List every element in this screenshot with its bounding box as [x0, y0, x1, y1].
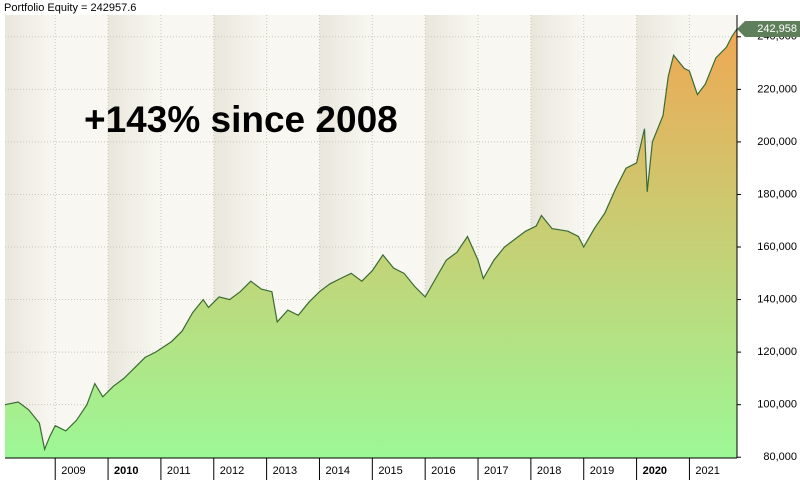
- y-tick-label: 80,000: [763, 451, 797, 463]
- equity-area: [5, 29, 737, 458]
- x-tick-label: 2011: [167, 465, 191, 477]
- x-tick-label: 2019: [590, 465, 614, 477]
- x-tick-label: 2013: [273, 465, 297, 477]
- y-tick-label: 120,000: [757, 346, 797, 358]
- annotation: +143% since 2008: [84, 99, 398, 140]
- equity-line: [4, 28, 738, 452]
- y-tick-label: 220,000: [757, 83, 797, 95]
- x-tick-label: 2018: [537, 465, 561, 477]
- x-tick-label: 2015: [378, 465, 402, 477]
- x-tick-label: 2014: [325, 465, 349, 477]
- last-value-badge: [737, 21, 800, 38]
- y-tick-label: 200,000: [757, 136, 797, 148]
- x-tick-label: 2009: [61, 465, 85, 477]
- x-tick-label: 2021: [695, 465, 719, 477]
- x-tick-label: 2017: [484, 465, 508, 477]
- y-tick-label: 100,000: [757, 399, 797, 411]
- last-value-label: 242,958: [757, 23, 797, 35]
- y-tick-label: 160,000: [757, 241, 797, 253]
- year-band: [5, 15, 56, 458]
- x-tick-label: 2012: [220, 465, 244, 477]
- y-tick-label: 180,000: [757, 188, 797, 200]
- x-tick-label: 2020: [643, 465, 667, 477]
- x-tick-label: 2010: [114, 465, 138, 477]
- x-tick-label: 2016: [431, 465, 455, 477]
- chart-title: Portfolio Equity = 242957.6: [4, 2, 136, 14]
- y-tick-label: 140,000: [757, 293, 797, 305]
